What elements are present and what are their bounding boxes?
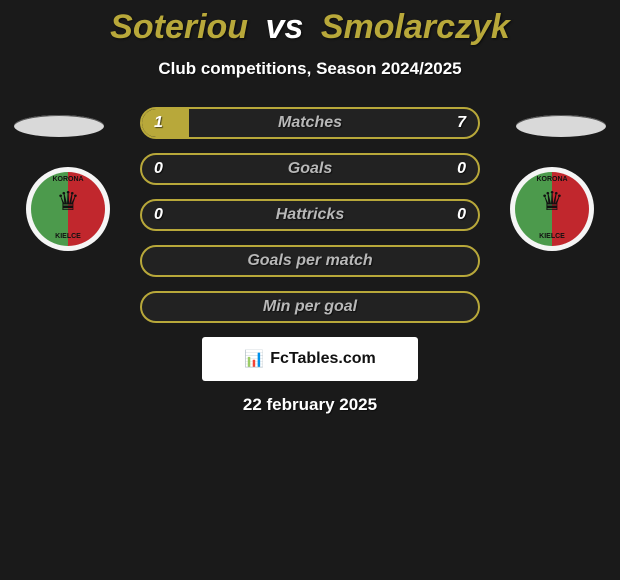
- stat-bar: Min per goal: [140, 291, 480, 323]
- player-right-ellipse: [516, 115, 606, 137]
- stat-bars: Matches17Goals00Hattricks00Goals per mat…: [140, 107, 480, 323]
- stat-bar-value-right: 0: [457, 155, 466, 183]
- crest-crown-icon: ♛: [515, 188, 589, 214]
- crest-top-text: KORONA: [31, 176, 105, 183]
- title-right-name: Smolarczyk: [321, 8, 510, 46]
- stat-bar-value-left: 1: [154, 109, 163, 137]
- stat-bar-label: Hattricks: [142, 201, 478, 229]
- stat-bar-value-left: 0: [154, 155, 163, 183]
- brand-icon: 📊: [244, 349, 264, 369]
- stat-bar: Goals per match: [140, 245, 480, 277]
- crest-top-text: KORONA: [515, 176, 589, 183]
- brand-text: FcTables.com: [270, 350, 376, 368]
- stat-bar-value-right: 0: [457, 201, 466, 229]
- subtitle: Club competitions, Season 2024/2025: [0, 59, 620, 79]
- club-badge-right: KORONA ♛ KIELCE: [510, 167, 594, 251]
- date: 22 february 2025: [0, 395, 620, 415]
- stat-bar: Hattricks0 0: [140, 199, 480, 231]
- stat-bar: Goals0 0: [140, 153, 480, 185]
- club-crest-right: KORONA ♛ KIELCE: [515, 172, 589, 246]
- crest-crown-icon: ♛: [31, 188, 105, 214]
- club-crest-left: KORONA ♛ KIELCE: [31, 172, 105, 246]
- player-left-ellipse: [14, 115, 104, 137]
- stat-bar-label: Goals: [142, 155, 478, 183]
- brand-plate: 📊 FcTables.com: [202, 337, 418, 381]
- stat-bar-value-left: 0: [154, 201, 163, 229]
- stat-bar: Matches1 7: [140, 107, 480, 139]
- comparison-stage: KORONA ♛ KIELCE KORONA ♛ KIELCE Matches1…: [0, 107, 620, 415]
- title-left-name: Soteriou: [110, 8, 248, 46]
- club-badge-left: KORONA ♛ KIELCE: [26, 167, 110, 251]
- stat-bar-label: Goals per match: [142, 247, 478, 275]
- stat-bar-label: Min per goal: [142, 293, 478, 321]
- stat-bar-value-right: 7: [457, 109, 466, 137]
- title-vs: vs: [266, 8, 304, 46]
- crest-bottom-text: KIELCE: [515, 233, 589, 240]
- comparison-title: Soteriou vs Smolarczyk: [0, 0, 620, 47]
- crest-bottom-text: KIELCE: [31, 233, 105, 240]
- stat-bar-label: Matches: [142, 109, 478, 137]
